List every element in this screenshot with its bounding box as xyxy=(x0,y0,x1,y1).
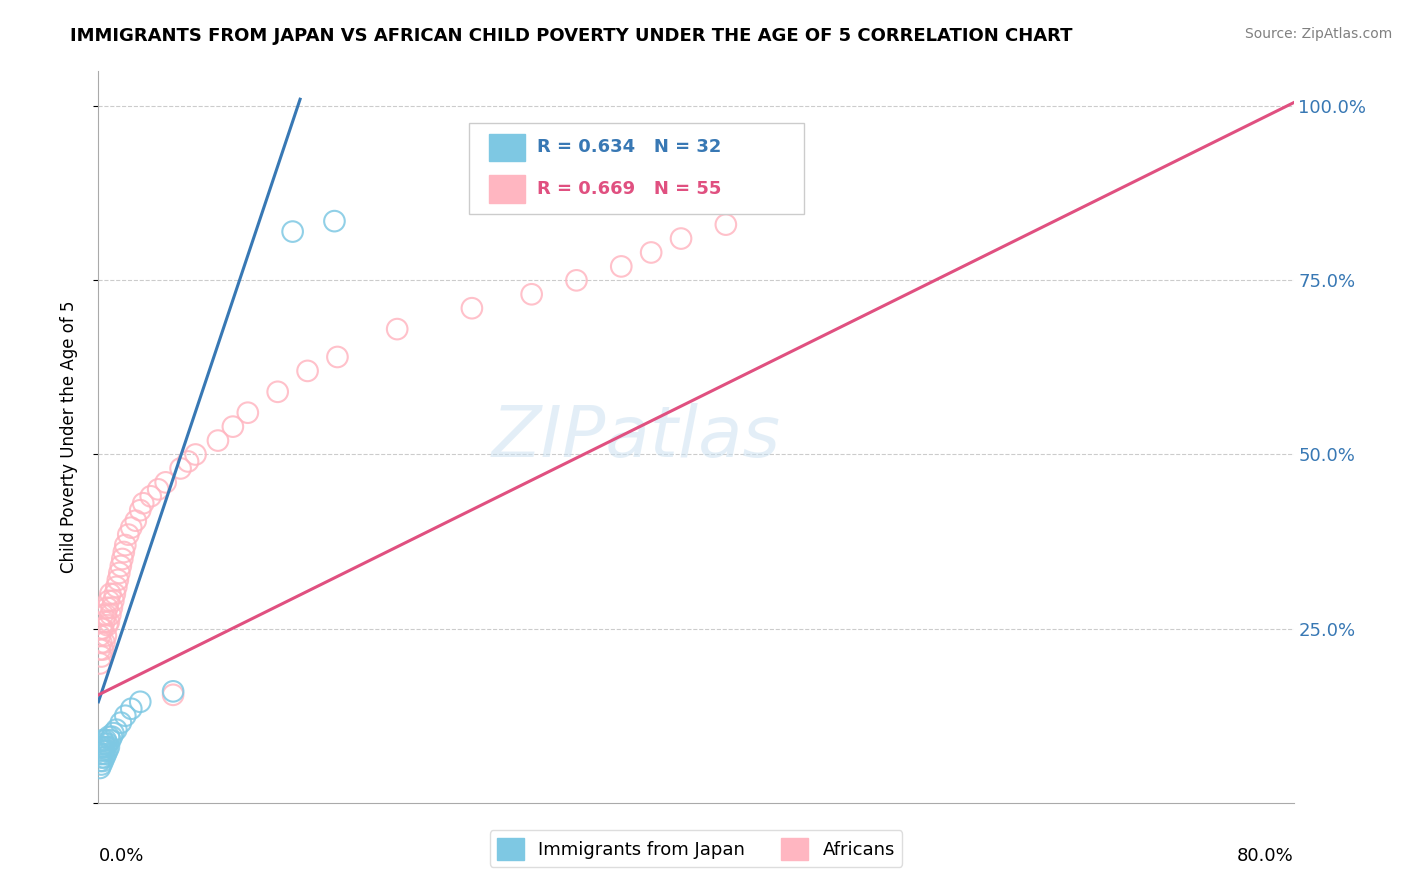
Point xyxy=(90,757,112,772)
Point xyxy=(90,743,112,757)
Point xyxy=(565,273,588,287)
Point xyxy=(132,496,155,510)
Point xyxy=(101,600,124,615)
Point xyxy=(114,708,136,723)
Point xyxy=(101,730,124,744)
Point xyxy=(90,740,112,755)
Point xyxy=(89,642,111,657)
Point xyxy=(281,225,304,239)
Point xyxy=(90,750,112,764)
Point xyxy=(640,245,662,260)
Point xyxy=(155,475,177,490)
Point xyxy=(93,635,115,649)
Point xyxy=(297,364,319,378)
Point xyxy=(125,514,148,528)
Point xyxy=(93,615,115,629)
Point xyxy=(89,629,111,643)
Text: 0.0%: 0.0% xyxy=(98,847,143,864)
Point xyxy=(107,573,129,587)
Point xyxy=(97,615,120,629)
Point xyxy=(90,635,112,649)
Text: IMMIGRANTS FROM JAPAN VS AFRICAN CHILD POVERTY UNDER THE AGE OF 5 CORRELATION CH: IMMIGRANTS FROM JAPAN VS AFRICAN CHILD P… xyxy=(70,27,1073,45)
Point xyxy=(91,740,114,755)
Point xyxy=(89,747,111,761)
Point xyxy=(105,580,128,594)
Point xyxy=(103,726,125,740)
Point xyxy=(323,214,346,228)
Point xyxy=(222,419,245,434)
Point xyxy=(120,521,142,535)
Point xyxy=(177,454,200,468)
Point xyxy=(97,740,120,755)
Point xyxy=(111,552,134,566)
FancyBboxPatch shape xyxy=(489,134,524,161)
Point xyxy=(110,715,132,730)
Point xyxy=(93,737,115,751)
Point xyxy=(103,594,125,608)
Point xyxy=(94,629,117,643)
Point xyxy=(94,733,117,747)
Point xyxy=(162,684,184,698)
Point xyxy=(148,483,170,497)
FancyBboxPatch shape xyxy=(470,122,804,214)
Text: Source: ZipAtlas.com: Source: ZipAtlas.com xyxy=(1244,27,1392,41)
Point xyxy=(162,688,184,702)
Point xyxy=(104,587,127,601)
Point xyxy=(97,730,120,744)
Point xyxy=(93,750,115,764)
Point xyxy=(90,622,112,636)
Point xyxy=(669,231,692,245)
FancyBboxPatch shape xyxy=(489,175,524,203)
Point xyxy=(89,657,111,671)
Point xyxy=(385,322,409,336)
Point xyxy=(117,527,139,541)
Point xyxy=(139,489,162,503)
Point xyxy=(267,384,290,399)
Point xyxy=(90,649,112,664)
Text: R = 0.669   N = 55: R = 0.669 N = 55 xyxy=(537,180,721,198)
Text: 80.0%: 80.0% xyxy=(1237,847,1294,864)
Point xyxy=(114,538,136,552)
Point xyxy=(714,218,737,232)
Y-axis label: Child Poverty Under the Age of 5: Child Poverty Under the Age of 5 xyxy=(59,301,77,574)
Point xyxy=(129,695,152,709)
Point xyxy=(461,301,484,316)
Text: ZIPatlas: ZIPatlas xyxy=(492,402,780,472)
Point xyxy=(184,448,207,462)
Point xyxy=(91,622,114,636)
Point xyxy=(207,434,229,448)
Point xyxy=(91,642,114,657)
Point xyxy=(96,600,118,615)
Point xyxy=(129,503,152,517)
Point xyxy=(105,723,128,737)
Point xyxy=(98,733,122,747)
Point xyxy=(91,733,114,747)
Point xyxy=(326,350,349,364)
Point xyxy=(91,747,114,761)
Point xyxy=(91,607,114,622)
Point xyxy=(94,607,117,622)
Point xyxy=(610,260,633,274)
Point xyxy=(97,594,120,608)
Point xyxy=(120,702,142,716)
Point xyxy=(93,743,115,757)
Point xyxy=(236,406,259,420)
Point xyxy=(110,558,132,573)
Point xyxy=(112,545,135,559)
Point xyxy=(520,287,543,301)
Point xyxy=(169,461,191,475)
Point xyxy=(98,607,122,622)
Point xyxy=(96,743,118,757)
Point xyxy=(108,566,131,580)
Point xyxy=(94,740,117,755)
Point xyxy=(96,618,118,632)
Point xyxy=(91,754,114,768)
Point xyxy=(96,737,118,751)
Point xyxy=(98,587,122,601)
Legend: Immigrants from Japan, Africans: Immigrants from Japan, Africans xyxy=(489,830,903,867)
Text: R = 0.634   N = 32: R = 0.634 N = 32 xyxy=(537,137,721,156)
Point xyxy=(94,747,117,761)
Point xyxy=(89,754,111,768)
Point xyxy=(89,761,111,775)
